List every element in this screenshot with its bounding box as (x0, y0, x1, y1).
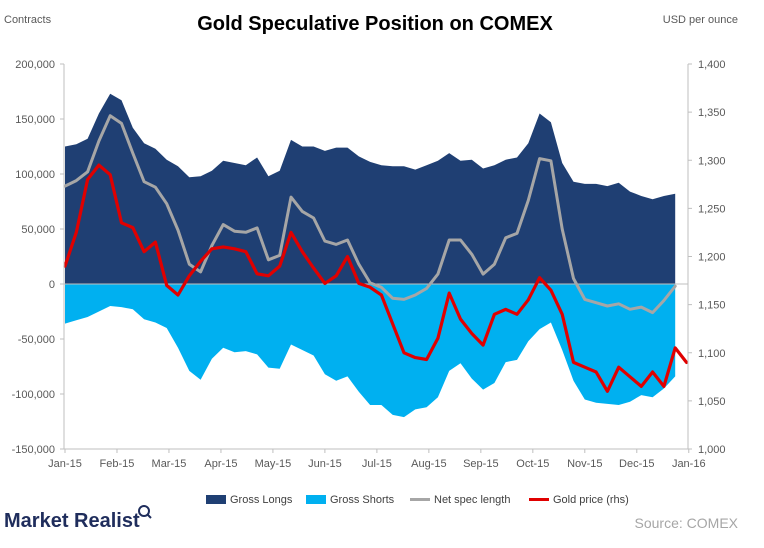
legend-label-net-spec: Net spec length (434, 494, 510, 506)
left-axis-unit: Contracts (4, 14, 52, 26)
right-tick-label: 1,150 (698, 300, 726, 312)
right-tick-label: 1,300 (698, 155, 726, 167)
magnifier-icon (138, 505, 152, 519)
left-tick-label: 200,000 (15, 59, 55, 71)
x-axis: Jan-15 Feb-15 Mar-15 Apr-15 May-15 Jun-15 Jul-… (48, 448, 706, 470)
line-gold-price-rhs (63, 163, 689, 393)
area-gross-shorts (65, 284, 676, 418)
right-tick-label: 1,050 (698, 396, 726, 408)
left-tick-label: -100,000 (12, 389, 55, 401)
right-tick-label: 1,100 (698, 348, 726, 360)
left-tick-label: -50,000 (18, 334, 55, 346)
x-tick-label: Jan-15 (48, 458, 82, 470)
x-tick-label: Oct-15 (516, 458, 549, 470)
legend-swatch-gross-longs (206, 495, 226, 504)
left-axis: 200,000 150,000 100,000 50,000 0 -50,000 -100,… (12, 59, 65, 456)
x-tick-label: Feb-15 (100, 458, 135, 470)
x-tick-label: Aug-15 (411, 458, 446, 470)
x-tick-label: Nov-15 (567, 458, 602, 470)
legend: Gross Longs Gross Shorts Net spec length… (206, 494, 629, 506)
legend-label-gold-price: Gold price (rhs) (553, 494, 629, 506)
left-tick-label: 150,000 (15, 114, 55, 126)
brand-name: Market Realist (4, 510, 140, 532)
right-tick-label: 1,000 (698, 444, 726, 456)
x-tick-label: Jul-15 (362, 458, 392, 470)
left-tick-label: -150,000 (12, 444, 55, 456)
x-tick-label: Dec-15 (619, 458, 654, 470)
legend-swatch-gross-shorts (306, 495, 326, 504)
x-tick-label: May-15 (255, 458, 292, 470)
line-net-spec-length (63, 114, 677, 315)
left-tick-label: 50,000 (21, 224, 55, 236)
brand-logo: Market Realist (4, 505, 152, 532)
right-tick-label: 1,250 (698, 203, 726, 215)
right-tick-label: 1,200 (698, 252, 726, 264)
x-tick-label: Mar-15 (152, 458, 187, 470)
right-tick-label: 1,350 (698, 107, 726, 119)
x-tick-label: Jan-16 (672, 458, 706, 470)
x-tick-label: Apr-15 (204, 458, 237, 470)
chart-title: Gold Speculative Position on COMEX (197, 13, 553, 35)
x-tick-label: Jun-15 (308, 458, 342, 470)
left-tick-label: 0 (49, 279, 55, 291)
source-note: Source: COMEX (635, 515, 739, 531)
plot-area (63, 93, 689, 418)
x-tick-label: Sep-15 (463, 458, 498, 470)
right-axis-unit: USD per ounce (663, 14, 738, 26)
left-tick-label: 100,000 (15, 169, 55, 181)
legend-label-gross-longs: Gross Longs (230, 494, 293, 506)
right-tick-label: 1,400 (698, 59, 726, 71)
right-axis: 1,400 1,350 1,300 1,250 1,200 1,150 1,100 1,050… (687, 59, 726, 456)
legend-label-gross-shorts: Gross Shorts (330, 494, 395, 506)
